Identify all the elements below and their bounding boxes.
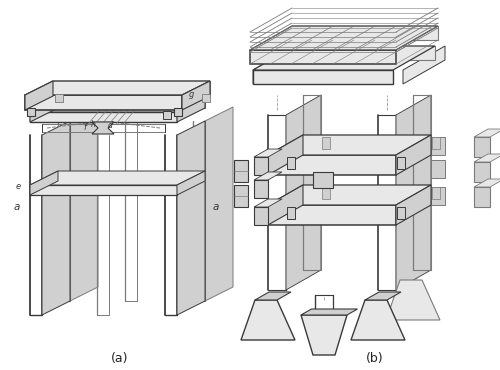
Bar bbox=[27, 108, 35, 116]
Polygon shape bbox=[254, 149, 282, 157]
Polygon shape bbox=[474, 179, 500, 187]
Bar bbox=[163, 111, 171, 119]
Polygon shape bbox=[286, 95, 321, 290]
Polygon shape bbox=[474, 162, 490, 182]
Text: a: a bbox=[14, 202, 20, 212]
Polygon shape bbox=[250, 50, 396, 64]
Text: g: g bbox=[189, 90, 194, 99]
Text: e: e bbox=[16, 182, 21, 191]
Polygon shape bbox=[177, 171, 205, 195]
Bar bbox=[397, 157, 405, 169]
Text: (b): (b) bbox=[366, 352, 384, 365]
Polygon shape bbox=[268, 135, 303, 175]
Text: d: d bbox=[108, 121, 113, 130]
Bar bbox=[287, 157, 295, 169]
Polygon shape bbox=[253, 46, 435, 70]
Polygon shape bbox=[30, 171, 205, 185]
Bar bbox=[287, 207, 295, 219]
Bar bbox=[202, 94, 210, 102]
Bar bbox=[397, 207, 405, 219]
Polygon shape bbox=[431, 137, 445, 155]
Polygon shape bbox=[254, 172, 282, 180]
Polygon shape bbox=[254, 199, 282, 207]
Polygon shape bbox=[386, 280, 440, 320]
Bar bbox=[432, 137, 440, 149]
Polygon shape bbox=[234, 185, 248, 207]
Polygon shape bbox=[365, 292, 401, 300]
Bar bbox=[55, 94, 63, 102]
Bar bbox=[322, 187, 330, 199]
Polygon shape bbox=[30, 98, 205, 112]
Polygon shape bbox=[268, 135, 321, 175]
Polygon shape bbox=[378, 135, 431, 175]
Polygon shape bbox=[30, 98, 58, 122]
Polygon shape bbox=[396, 135, 431, 175]
Polygon shape bbox=[403, 46, 445, 84]
Polygon shape bbox=[25, 81, 53, 110]
Text: h: h bbox=[91, 120, 96, 129]
Polygon shape bbox=[177, 98, 205, 122]
Text: (a): (a) bbox=[111, 352, 129, 365]
Polygon shape bbox=[253, 46, 295, 84]
Polygon shape bbox=[241, 300, 295, 340]
Polygon shape bbox=[474, 137, 490, 157]
Polygon shape bbox=[25, 95, 182, 110]
Text: f: f bbox=[83, 123, 86, 132]
Polygon shape bbox=[268, 185, 303, 225]
Polygon shape bbox=[25, 81, 210, 95]
Polygon shape bbox=[303, 185, 431, 205]
Polygon shape bbox=[205, 107, 233, 301]
Polygon shape bbox=[328, 46, 370, 84]
Polygon shape bbox=[431, 160, 445, 178]
Polygon shape bbox=[253, 70, 393, 84]
Polygon shape bbox=[268, 135, 431, 155]
Polygon shape bbox=[474, 154, 500, 162]
Polygon shape bbox=[431, 187, 445, 205]
Polygon shape bbox=[301, 309, 358, 315]
Polygon shape bbox=[42, 121, 70, 315]
Polygon shape bbox=[474, 129, 500, 137]
Polygon shape bbox=[53, 81, 210, 96]
Polygon shape bbox=[268, 155, 396, 175]
Bar bbox=[432, 187, 440, 199]
Text: a: a bbox=[213, 202, 220, 212]
Bar bbox=[322, 137, 330, 149]
Polygon shape bbox=[268, 185, 431, 205]
Polygon shape bbox=[30, 171, 58, 195]
Polygon shape bbox=[396, 95, 431, 290]
Polygon shape bbox=[234, 160, 248, 182]
Polygon shape bbox=[254, 207, 268, 225]
Polygon shape bbox=[292, 26, 438, 40]
Polygon shape bbox=[268, 205, 396, 225]
Polygon shape bbox=[290, 46, 332, 84]
Bar bbox=[174, 108, 182, 116]
Polygon shape bbox=[92, 122, 114, 134]
Polygon shape bbox=[351, 300, 405, 340]
Polygon shape bbox=[313, 172, 333, 188]
Polygon shape bbox=[30, 185, 177, 195]
Polygon shape bbox=[396, 185, 431, 225]
Polygon shape bbox=[177, 121, 205, 315]
Polygon shape bbox=[295, 46, 435, 60]
Polygon shape bbox=[268, 185, 321, 225]
Polygon shape bbox=[30, 112, 177, 122]
Polygon shape bbox=[474, 187, 490, 207]
Polygon shape bbox=[58, 171, 205, 181]
Polygon shape bbox=[250, 26, 438, 50]
Polygon shape bbox=[254, 157, 268, 175]
Polygon shape bbox=[254, 180, 268, 198]
Polygon shape bbox=[301, 315, 347, 355]
Polygon shape bbox=[255, 292, 291, 300]
Polygon shape bbox=[58, 98, 205, 108]
Polygon shape bbox=[303, 135, 431, 155]
Polygon shape bbox=[182, 81, 210, 110]
Polygon shape bbox=[378, 185, 431, 225]
Polygon shape bbox=[70, 107, 98, 301]
Polygon shape bbox=[365, 46, 407, 84]
